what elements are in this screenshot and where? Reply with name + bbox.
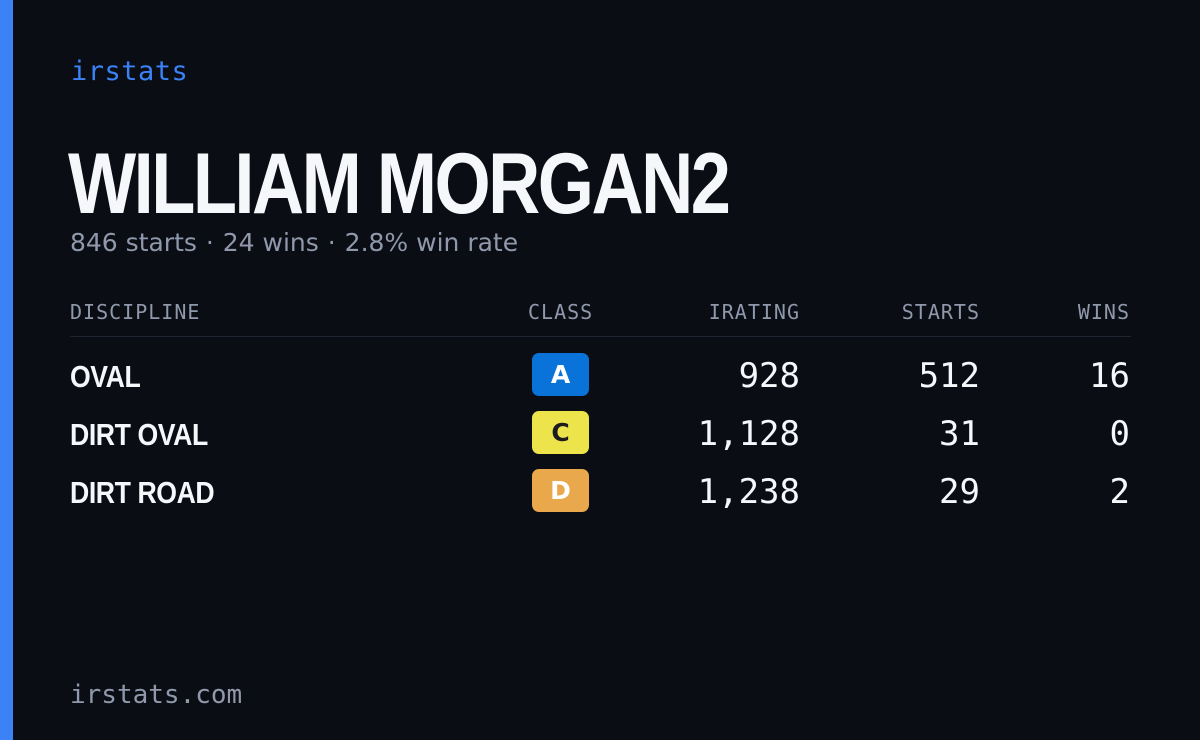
- winrate-summary: 2.8% win rate: [344, 228, 519, 257]
- footer-domain-link[interactable]: irstats.com: [70, 680, 243, 710]
- player-name: WILLIAM MORGAN2: [68, 136, 731, 232]
- irating-value: 1,238: [697, 472, 800, 512]
- wins-value: 16: [1089, 356, 1130, 396]
- wins-summary: 24 wins: [222, 228, 319, 257]
- wins-value: 2: [1109, 472, 1130, 512]
- discipline-name: DIRT ROAD: [70, 475, 215, 510]
- accent-bar: [0, 0, 13, 740]
- table-row: OVAL A 928 512 16: [70, 337, 1131, 396]
- header-discipline: DISCIPLINE: [70, 300, 201, 324]
- starts-value: 512: [918, 356, 980, 396]
- header-wins: WINS: [1077, 300, 1130, 324]
- header-class: CLASS: [528, 300, 594, 324]
- wins-value: 0: [1109, 414, 1130, 454]
- table-row: DIRT OVAL C 1,128 31 0: [70, 395, 1131, 454]
- class-badge: D: [532, 469, 589, 512]
- irating-value: 1,128: [697, 414, 800, 454]
- irating-value: 928: [738, 356, 800, 396]
- header-starts: STARTS: [901, 300, 980, 324]
- summary-separator: ·: [327, 228, 336, 257]
- table-row: DIRT ROAD D 1,238 29 2: [70, 453, 1131, 512]
- brand-logo[interactable]: irstats: [71, 56, 189, 87]
- starts-value: 31: [939, 414, 980, 454]
- starts-summary: 846 starts: [70, 228, 197, 257]
- class-badge: A: [532, 353, 589, 396]
- summary-separator: ·: [205, 228, 214, 257]
- header-irating: IRATING: [708, 300, 800, 324]
- discipline-name: DIRT OVAL: [70, 417, 208, 452]
- table-body: OVAL A 928 512 16 DIRT OVAL C 1,128 31 0…: [70, 337, 1131, 512]
- starts-value: 29: [939, 472, 980, 512]
- class-badge: C: [532, 411, 589, 454]
- discipline-name: OVAL: [70, 359, 141, 394]
- table-header-row: DISCIPLINE CLASS IRATING STARTS WINS: [70, 296, 1131, 337]
- discipline-stats-table: DISCIPLINE CLASS IRATING STARTS WINS OVA…: [70, 296, 1131, 512]
- player-summary: 846 starts · 24 wins · 2.8% win rate: [70, 228, 518, 257]
